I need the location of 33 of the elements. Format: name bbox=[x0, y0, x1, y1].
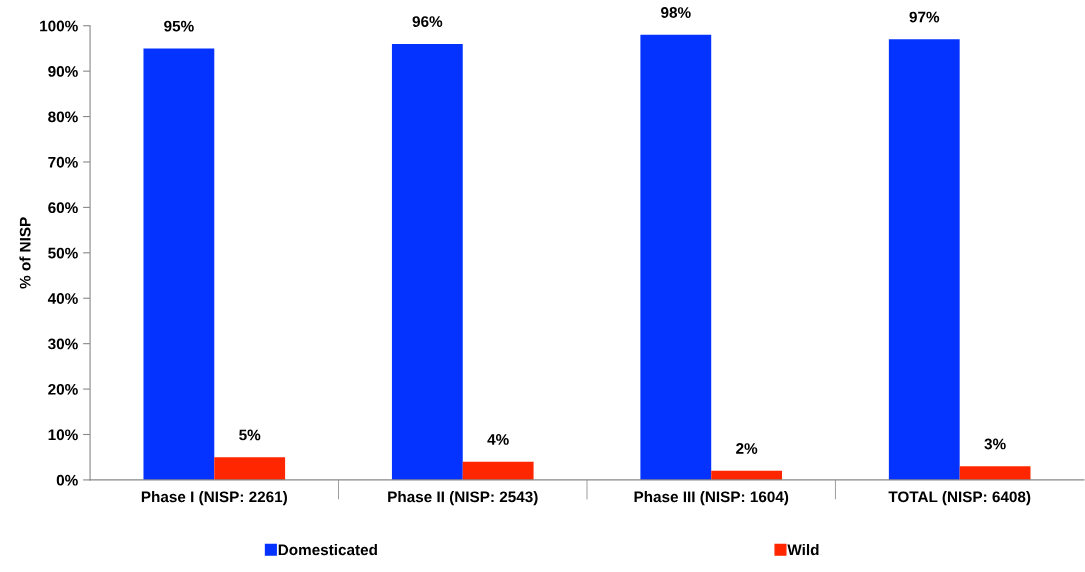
bar bbox=[214, 457, 286, 480]
bar bbox=[391, 43, 463, 480]
y-tick-label: 60% bbox=[48, 202, 78, 214]
data-label: 2% bbox=[736, 443, 758, 454]
y-axis-title: % of NISP bbox=[19, 217, 31, 289]
bar bbox=[959, 466, 1031, 480]
y-tick-label: 10% bbox=[48, 429, 78, 441]
y-tick-label: 50% bbox=[48, 247, 78, 259]
data-label: 97% bbox=[909, 11, 940, 23]
bar bbox=[640, 34, 712, 480]
y-tick-label: 40% bbox=[47, 293, 78, 304]
x-tick-label: TOTAL (NISP: 6408) bbox=[888, 491, 1031, 506]
data-label: 98% bbox=[661, 7, 691, 18]
data-label: 95% bbox=[164, 20, 194, 32]
bar bbox=[462, 461, 534, 480]
bar bbox=[888, 39, 960, 480]
bar bbox=[143, 48, 215, 480]
y-tick-label: 0% bbox=[56, 474, 78, 486]
y-tick-label: 20% bbox=[48, 383, 78, 395]
y-tick-label: 30% bbox=[48, 338, 78, 350]
x-tick-label: Phase III (NISP: 1604) bbox=[634, 491, 789, 506]
data-label: 3% bbox=[984, 438, 1006, 450]
legend-label: Domesticated bbox=[278, 544, 377, 556]
y-tick-label: 100% bbox=[40, 20, 78, 32]
data-label: 5% bbox=[239, 429, 261, 441]
y-tick-label: 80% bbox=[48, 111, 78, 123]
data-label: 96% bbox=[412, 16, 443, 27]
x-tick-label: Phase II (NISP: 2543) bbox=[388, 491, 538, 506]
x-tick-label: Phase I (NISP: 2261) bbox=[141, 491, 287, 506]
y-tick-label: 70% bbox=[48, 156, 78, 168]
legend-label: Wild bbox=[787, 544, 819, 556]
data-label: 4% bbox=[487, 434, 509, 445]
y-tick-label: 90% bbox=[48, 66, 78, 77]
